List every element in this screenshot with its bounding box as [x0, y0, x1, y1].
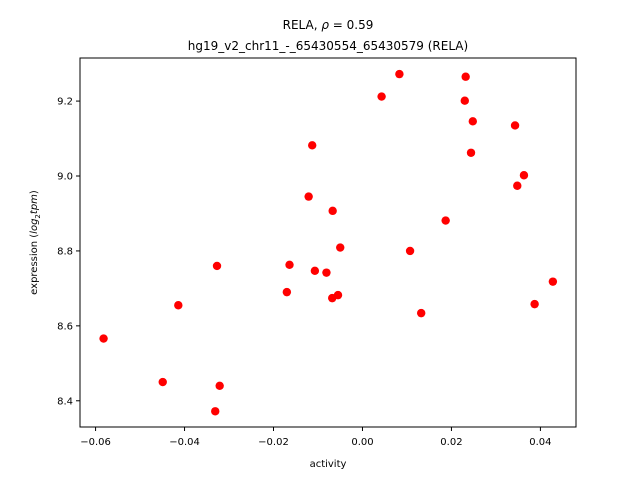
y-axis-label-tpm: tpm [29, 194, 40, 214]
data-point [530, 299, 539, 309]
y-axis-label-prefix: expression ( [29, 234, 40, 295]
data-points [99, 69, 558, 416]
x-axis-ticks: −0.06 −0.04 −0.02 0.00 0.02 0.04 [80, 427, 552, 448]
data-point [211, 407, 220, 416]
x-tick-label: 0.04 [529, 437, 551, 448]
data-point [336, 243, 345, 252]
data-point [416, 308, 426, 318]
data-point [285, 260, 294, 269]
data-point [548, 277, 558, 286]
chart-title-text: RELA, [283, 18, 322, 32]
data-point [322, 268, 331, 277]
data-point [513, 181, 522, 190]
data-point [304, 192, 313, 201]
data-point [461, 72, 470, 81]
data-point [395, 69, 404, 79]
data-point [333, 290, 343, 300]
chart-title-rho-value: = 0.59 [329, 18, 373, 32]
data-point [441, 216, 450, 225]
data-point [282, 287, 292, 297]
y-axis-label-log: log [29, 219, 40, 234]
y-axis-label: expression (log2tpm) [29, 190, 42, 295]
plot-area-frame [79, 57, 577, 428]
data-point [308, 141, 317, 150]
x-tick-label: −0.04 [169, 437, 200, 448]
data-point [158, 377, 167, 387]
chart-title: RELA, ρ = 0.59 [283, 18, 374, 32]
x-tick-label: −0.06 [80, 437, 111, 448]
data-point [174, 301, 183, 310]
data-point [377, 92, 386, 101]
data-point [460, 96, 469, 105]
y-tick-label: 9.0 [57, 172, 73, 183]
data-point [99, 334, 108, 343]
data-point [328, 206, 337, 216]
x-axis-label: activity [310, 459, 347, 470]
chart-subtitle: hg19_v2_chr11_-_65430554_65430579 (RELA) [188, 39, 468, 53]
y-axis-ticks: 8.4 8.6 8.8 9.0 9.2 [57, 97, 80, 407]
data-point [212, 261, 222, 271]
data-point [310, 266, 320, 275]
y-axis-label-suffix: ) [29, 190, 40, 194]
chart-title-rho: ρ [321, 18, 329, 32]
data-point [510, 121, 520, 130]
y-tick-label: 8.4 [57, 396, 73, 407]
x-tick-label: 0.02 [440, 437, 462, 448]
y-axis-label-subscript: 2 [34, 214, 42, 218]
data-point [215, 381, 224, 390]
data-point [405, 246, 415, 256]
data-point [519, 171, 529, 180]
data-point [468, 117, 477, 126]
x-tick-label: 0.00 [351, 437, 373, 448]
x-tick-label: −0.02 [258, 437, 289, 448]
y-tick-label: 9.2 [57, 97, 73, 108]
y-tick-label: 8.8 [57, 246, 73, 257]
data-point [466, 148, 476, 157]
y-tick-label: 8.6 [57, 321, 73, 332]
